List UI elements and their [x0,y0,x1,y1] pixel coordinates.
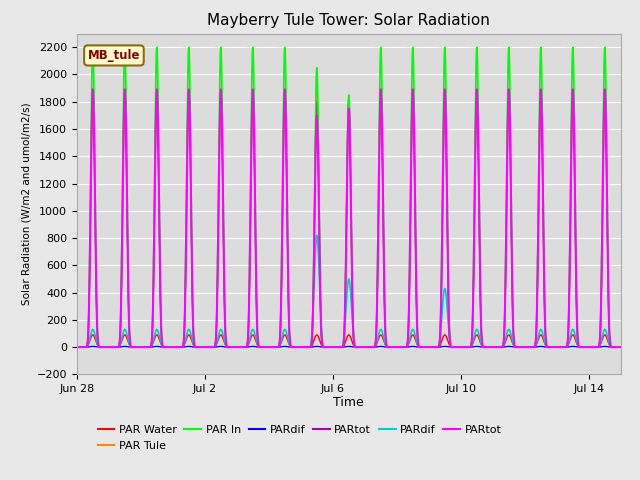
X-axis label: Time: Time [333,396,364,408]
Legend: PAR Water, PAR Tule, PAR In, PARdif, PARtot, PARdif, PARtot: PAR Water, PAR Tule, PAR In, PARdif, PAR… [93,421,506,456]
Text: MB_tule: MB_tule [88,49,140,62]
Title: Mayberry Tule Tower: Solar Radiation: Mayberry Tule Tower: Solar Radiation [207,13,490,28]
Y-axis label: Solar Radiation (W/m2 and umol/m2/s): Solar Radiation (W/m2 and umol/m2/s) [21,103,31,305]
